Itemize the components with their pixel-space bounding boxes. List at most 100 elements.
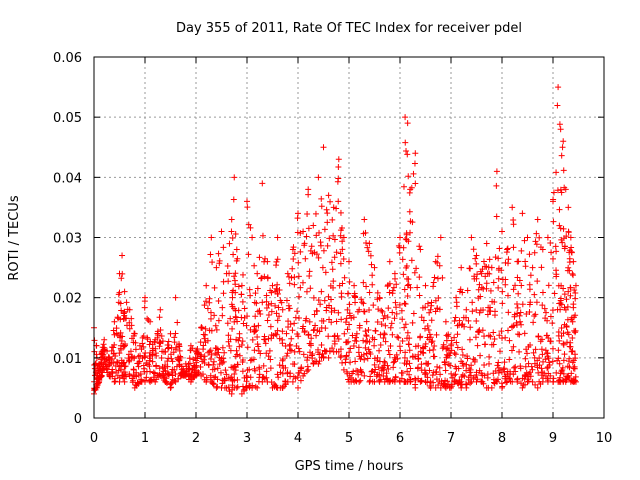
data-point: [267, 287, 274, 294]
data-point: [407, 229, 414, 236]
data-point: [313, 332, 320, 339]
data-point: [491, 299, 498, 306]
data-point: [263, 305, 270, 312]
data-point: [453, 378, 460, 385]
data-point: [297, 367, 304, 374]
data-point: [547, 338, 554, 345]
data-point: [360, 300, 367, 307]
data-point: [426, 331, 433, 338]
data-point: [517, 318, 524, 325]
data-point: [434, 363, 441, 370]
data-point: [432, 369, 439, 376]
data-point: [405, 341, 412, 348]
data-point: [398, 307, 405, 314]
data-point: [249, 234, 256, 241]
data-point: [469, 299, 476, 306]
data-point: [100, 341, 107, 348]
data-point: [339, 246, 346, 253]
data-point: [119, 252, 126, 259]
data-point: [308, 335, 315, 342]
data-point: [517, 309, 524, 316]
data-point: [415, 342, 422, 349]
data-point: [400, 271, 407, 278]
data-point: [207, 355, 214, 362]
data-point: [473, 378, 480, 385]
data-point: [509, 204, 516, 211]
data-point: [434, 253, 441, 260]
data-point: [433, 331, 440, 338]
data-point: [159, 363, 166, 370]
data-point: [346, 310, 353, 317]
data-point: [236, 334, 243, 341]
data-point: [137, 370, 144, 377]
data-point: [415, 355, 422, 362]
data-point: [535, 333, 542, 340]
data-point: [422, 370, 429, 377]
data-point: [518, 247, 525, 254]
data-point: [320, 144, 327, 151]
data-point: [434, 275, 441, 282]
data-point: [511, 364, 518, 371]
data-point: [505, 309, 512, 316]
data-point: [463, 384, 470, 391]
data-point: [230, 251, 237, 258]
data-point: [320, 317, 327, 324]
data-point: [553, 248, 560, 255]
data-point: [434, 305, 441, 312]
data-point: [246, 286, 253, 293]
data-point: [459, 352, 466, 359]
data-point: [207, 251, 214, 258]
data-point: [144, 315, 151, 322]
data-point: [207, 347, 214, 354]
data-point: [255, 322, 262, 329]
data-point: [467, 366, 474, 373]
data-point: [119, 333, 126, 340]
data-point: [254, 384, 261, 391]
data-point: [548, 249, 555, 256]
data-point: [126, 372, 133, 379]
data-point: [111, 331, 118, 338]
data-point: [295, 384, 301, 391]
data-point: [264, 258, 271, 265]
data-point: [304, 354, 311, 361]
data-point: [231, 273, 238, 280]
data-point: [404, 293, 411, 300]
data-point: [525, 378, 532, 385]
data-point: [393, 281, 400, 288]
data-point: [395, 242, 402, 249]
data-point: [116, 378, 123, 385]
data-point: [470, 356, 477, 363]
data-point: [214, 376, 221, 383]
data-point: [298, 364, 305, 371]
data-point: [557, 126, 564, 133]
data-point: [239, 383, 246, 390]
data-point: [268, 308, 275, 315]
data-point: [525, 360, 532, 367]
data-point: [429, 372, 436, 379]
data-point: [255, 343, 262, 350]
data-point: [424, 300, 431, 307]
data-point: [175, 340, 182, 347]
data-point: [319, 264, 326, 271]
data-point: [480, 258, 487, 265]
data-point: [287, 370, 294, 377]
data-point: [454, 344, 461, 351]
data-point: [545, 355, 552, 362]
data-point: [479, 372, 486, 379]
data-point: [136, 378, 143, 385]
data-point: [394, 333, 401, 340]
data-point: [318, 341, 325, 348]
data-point: [121, 343, 128, 350]
data-point: [353, 330, 360, 337]
data-point: [328, 319, 335, 326]
data-point: [449, 374, 456, 381]
data-point: [386, 258, 393, 265]
data-point: [284, 350, 291, 357]
data-point: [486, 308, 493, 315]
data-point: [193, 359, 200, 366]
data-point: [368, 368, 375, 375]
data-point: [396, 249, 403, 256]
data-point: [375, 306, 382, 313]
data-point: [406, 208, 413, 215]
